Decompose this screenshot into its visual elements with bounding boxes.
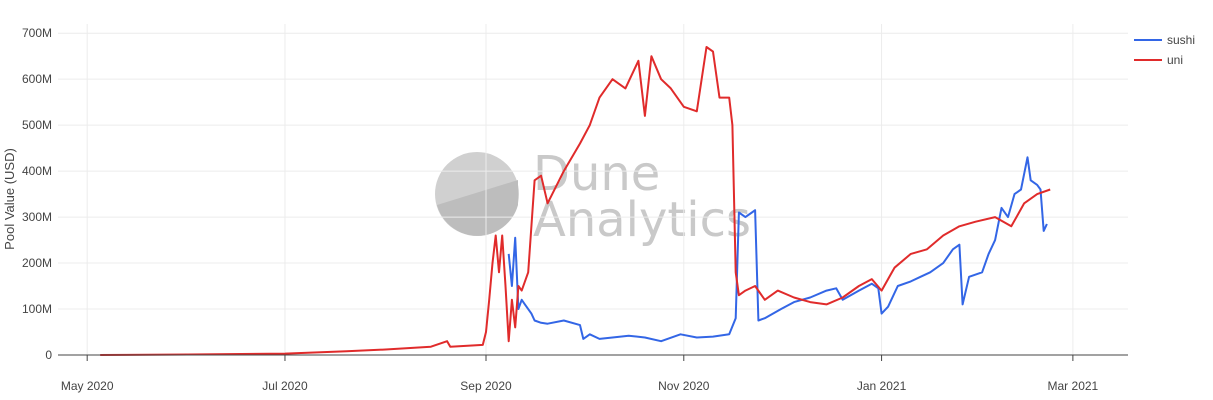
y-tick-label: 100M <box>22 302 52 316</box>
watermark-circle-shade <box>437 180 518 236</box>
y-tick-label: 700M <box>22 26 52 40</box>
watermark-line-2: Analytics <box>533 192 751 248</box>
y-tick-label: 300M <box>22 210 52 224</box>
x-tick-label: Jan 2021 <box>857 379 907 393</box>
series-line-sushi <box>507 156 1048 343</box>
y-tick-label: 200M <box>22 256 52 270</box>
y-tick-label: 400M <box>22 164 52 178</box>
legend: sushi uni <box>1134 33 1195 67</box>
y-axis-title: Pool Value (USD) <box>2 148 17 250</box>
x-tick-label: Jul 2020 <box>262 379 308 393</box>
y-tick-label: 600M <box>22 72 52 86</box>
x-axis-ticks: May 2020 Jul 2020 Sep 2020 Nov 2020 Jan 2021… <box>61 355 1099 393</box>
series-layer <box>100 46 1051 356</box>
legend-label-uni: uni <box>1167 53 1183 67</box>
legend-label-sushi: sushi <box>1167 33 1195 47</box>
grid-lines <box>58 24 1128 355</box>
series-line-uni <box>100 46 1051 356</box>
y-tick-label: 0 <box>45 348 52 362</box>
dune-analytics-watermark: Dune Analytics <box>435 146 751 248</box>
y-tick-label: 500M <box>22 118 52 132</box>
x-tick-label: Nov 2020 <box>658 379 710 393</box>
x-tick-label: Sep 2020 <box>460 379 512 393</box>
y-axis-ticks: 0 100M 200M 300M 400M 500M 600M 700M <box>22 26 52 362</box>
watermark-line-1: Dune <box>533 146 660 202</box>
x-tick-label: Mar 2021 <box>1048 379 1099 393</box>
x-tick-label: May 2020 <box>61 379 114 393</box>
